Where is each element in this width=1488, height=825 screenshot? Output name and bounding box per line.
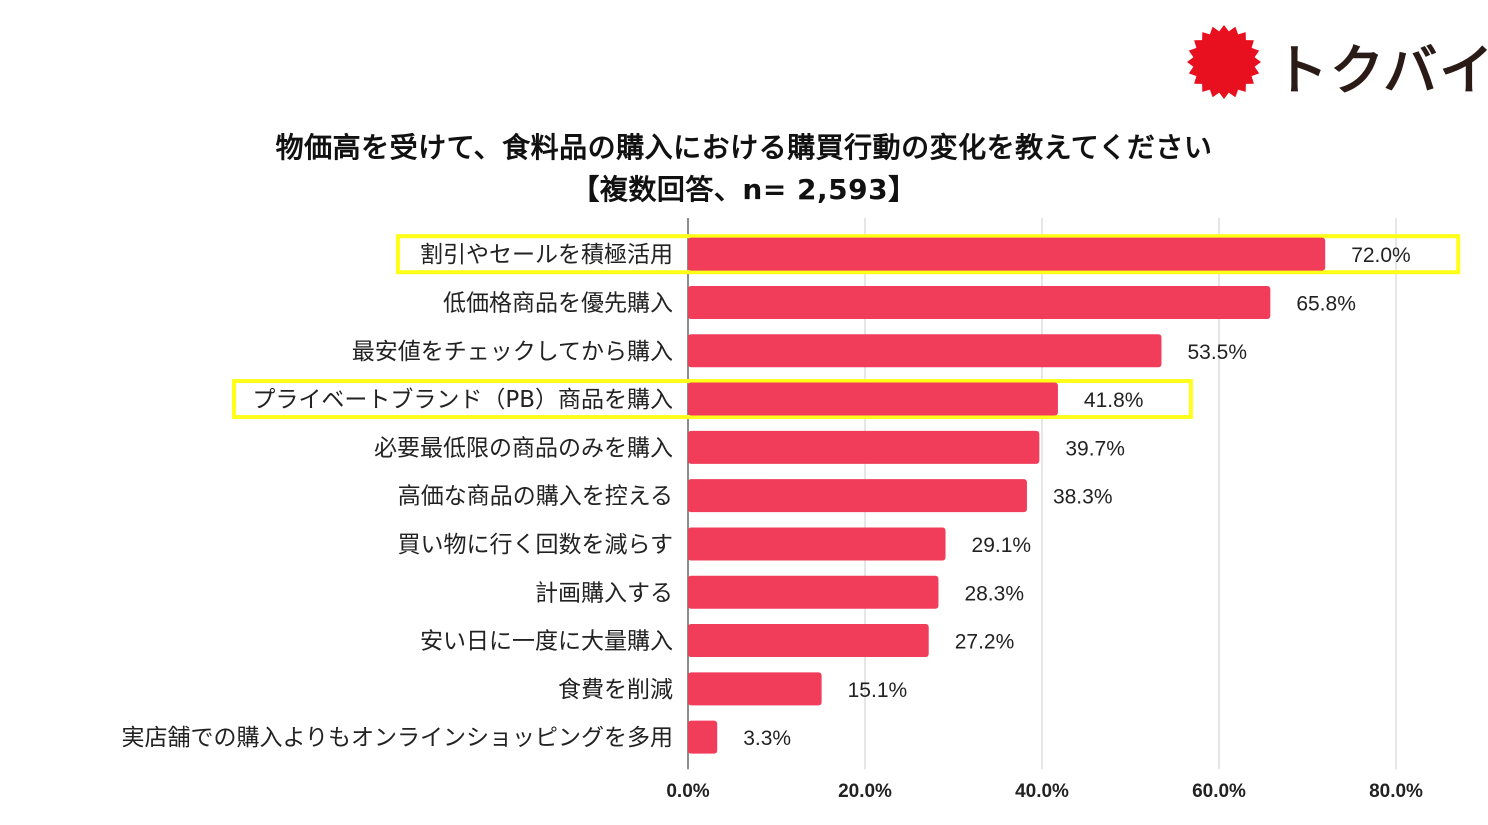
x-tick-label: 20.0% <box>838 781 892 802</box>
x-tick-label: 40.0% <box>1015 781 1069 802</box>
category-label: 最安値をチェックしてから購入 <box>352 339 673 365</box>
chart-title: 物価高を受けて、食料品の購入における購買行動の変化を教えてください <box>275 131 1213 164</box>
bar <box>688 430 1040 464</box>
logo-mark-icon <box>1187 25 1261 99</box>
value-label: 28.3% <box>964 582 1024 605</box>
chart-subtitle: 【複数回答、n= 2,593】 <box>571 173 917 206</box>
value-label: 39.7% <box>1065 437 1125 460</box>
bar <box>688 527 946 561</box>
value-label: 38.3% <box>1053 486 1113 509</box>
highlight-box <box>232 379 1193 420</box>
category-label: 食費を削減 <box>558 677 673 703</box>
category-label: 実店舗での購入よりもオンラインショッピングを多用 <box>121 725 673 751</box>
value-label: 15.1% <box>848 679 908 702</box>
value-label: 3.3% <box>743 727 791 750</box>
value-label: 41.8% <box>1084 389 1144 412</box>
category-label: 割引やセールを積極活用 <box>420 242 673 268</box>
bar <box>688 720 718 754</box>
bar <box>688 237 1326 271</box>
bar <box>688 624 929 658</box>
x-tick-label: 60.0% <box>1192 781 1246 802</box>
bar <box>688 382 1058 416</box>
bar <box>688 575 939 609</box>
value-label: 27.2% <box>955 631 1015 654</box>
value-label: 72.0% <box>1351 244 1411 267</box>
highlight-box <box>396 234 1461 275</box>
logo-text: トクバイ <box>1274 39 1488 102</box>
category-label: プライベートブランド（PB）商品を購入 <box>252 387 673 413</box>
bar <box>688 285 1271 319</box>
category-label: 低価格商品を優先購入 <box>443 290 673 316</box>
x-tick-label: 80.0% <box>1369 781 1423 802</box>
bar <box>688 672 822 706</box>
category-label: 計画購入する <box>535 580 673 606</box>
bar <box>688 334 1162 368</box>
bar <box>688 479 1027 513</box>
value-label: 65.8% <box>1296 292 1356 315</box>
value-label: 53.5% <box>1187 341 1247 364</box>
category-label: 安い日に一度に大量購入 <box>420 629 673 655</box>
category-label: 必要最低限の商品のみを購入 <box>374 435 673 461</box>
x-tick-label: 0.0% <box>666 781 709 802</box>
category-label: 高価な商品の購入を控える <box>398 484 673 510</box>
value-label: 29.1% <box>972 534 1032 557</box>
tokubai-logo: トクバイ <box>1186 20 1488 102</box>
category-label: 買い物に行く回数を減らす <box>397 532 673 558</box>
